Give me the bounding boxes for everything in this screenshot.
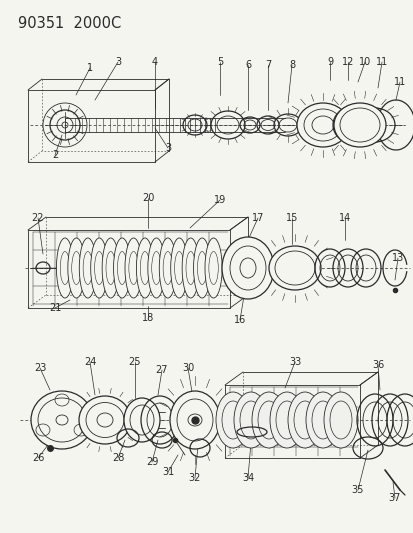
Text: 36: 36 <box>371 360 383 370</box>
Text: 33: 33 <box>288 357 300 367</box>
Ellipse shape <box>147 238 165 298</box>
Ellipse shape <box>182 238 199 298</box>
Text: 5: 5 <box>216 57 223 67</box>
Ellipse shape <box>296 103 348 147</box>
Ellipse shape <box>323 392 357 448</box>
Ellipse shape <box>56 238 74 298</box>
Ellipse shape <box>333 103 385 147</box>
Ellipse shape <box>159 238 176 298</box>
Text: 30: 30 <box>181 363 194 373</box>
Ellipse shape <box>252 392 285 448</box>
Text: 21: 21 <box>49 303 61 313</box>
Text: 4: 4 <box>152 57 158 67</box>
Text: 37: 37 <box>388 493 400 503</box>
Text: 9: 9 <box>326 57 332 67</box>
Ellipse shape <box>305 392 339 448</box>
Text: 11: 11 <box>393 77 405 87</box>
Ellipse shape <box>90 238 108 298</box>
Text: 13: 13 <box>391 253 403 263</box>
Text: 1: 1 <box>87 63 93 73</box>
Ellipse shape <box>287 392 321 448</box>
Text: 24: 24 <box>83 357 96 367</box>
Text: 8: 8 <box>288 60 294 70</box>
Ellipse shape <box>79 238 96 298</box>
Ellipse shape <box>125 238 142 298</box>
Ellipse shape <box>170 238 188 298</box>
Ellipse shape <box>268 246 320 290</box>
Text: 7: 7 <box>264 60 271 70</box>
Ellipse shape <box>269 392 303 448</box>
Text: 26: 26 <box>32 453 44 463</box>
Text: 90351  2000C: 90351 2000C <box>18 16 121 31</box>
Ellipse shape <box>68 238 85 298</box>
Text: 12: 12 <box>341 57 354 67</box>
Text: 32: 32 <box>188 473 201 483</box>
Ellipse shape <box>221 237 273 299</box>
Text: 10: 10 <box>358 57 370 67</box>
Text: 25: 25 <box>128 357 141 367</box>
Text: 15: 15 <box>285 213 297 223</box>
Ellipse shape <box>233 392 267 448</box>
Text: 2: 2 <box>52 150 58 160</box>
Text: 19: 19 <box>214 195 225 205</box>
Text: 22: 22 <box>32 213 44 223</box>
Text: 28: 28 <box>112 453 124 463</box>
Text: 17: 17 <box>251 213 263 223</box>
Text: 23: 23 <box>34 363 46 373</box>
Ellipse shape <box>124 398 159 442</box>
Text: 14: 14 <box>338 213 350 223</box>
Ellipse shape <box>193 238 210 298</box>
Text: 31: 31 <box>161 467 174 477</box>
Text: 3: 3 <box>115 57 121 67</box>
Text: 18: 18 <box>142 313 154 323</box>
Text: 29: 29 <box>145 457 158 467</box>
Text: 3: 3 <box>164 143 171 153</box>
Text: 11: 11 <box>375 57 387 67</box>
Text: 34: 34 <box>241 473 254 483</box>
Text: 6: 6 <box>244 60 250 70</box>
Text: 27: 27 <box>155 365 168 375</box>
Ellipse shape <box>170 391 219 449</box>
Text: 35: 35 <box>351 485 363 495</box>
Ellipse shape <box>204 238 222 298</box>
Ellipse shape <box>216 392 249 448</box>
Ellipse shape <box>79 396 131 444</box>
Ellipse shape <box>102 238 119 298</box>
Ellipse shape <box>113 238 131 298</box>
Text: 20: 20 <box>142 193 154 203</box>
Ellipse shape <box>31 391 93 449</box>
Ellipse shape <box>136 238 153 298</box>
Text: 16: 16 <box>233 315 246 325</box>
